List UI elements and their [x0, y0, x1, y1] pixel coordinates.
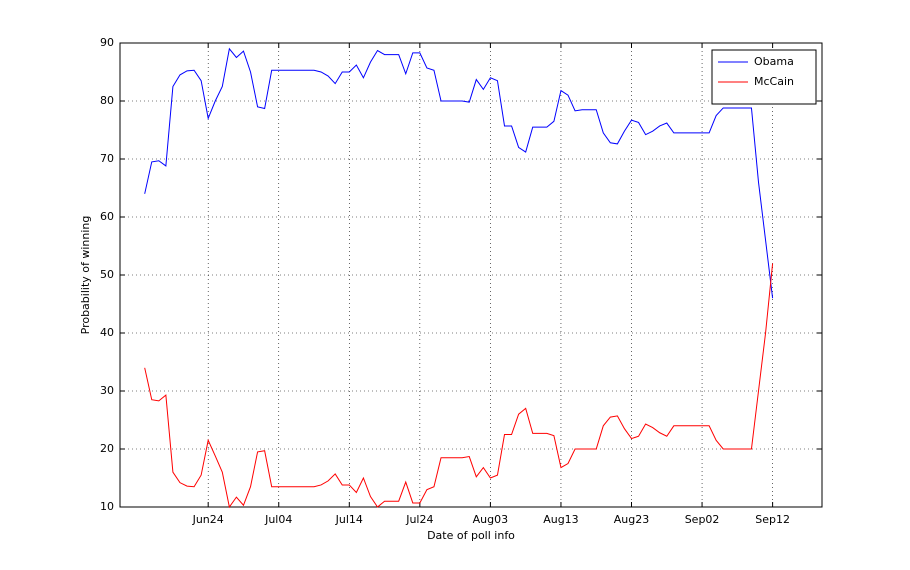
legend-label: McCain [754, 75, 794, 88]
x-tick-label: Jul14 [335, 513, 363, 526]
x-tick-label: Sep12 [755, 513, 790, 526]
legend-box [711, 49, 817, 105]
x-tick-label: Aug13 [543, 513, 578, 526]
x-axis-label: Date of poll info [427, 529, 515, 542]
series-line [144, 263, 774, 509]
x-tick-label: Sep02 [685, 513, 720, 526]
y-axis-label: Probability of winning [79, 216, 92, 335]
x-tick-label: Aug03 [473, 513, 508, 526]
series-line [144, 47, 774, 299]
plot-frame [119, 42, 823, 508]
y-tick-label: 90 [100, 36, 114, 49]
y-tick-label: 60 [100, 210, 114, 223]
legend-label: Obama [754, 55, 794, 68]
x-tick-label: Jun24 [192, 513, 224, 526]
y-tick-label: 70 [100, 152, 114, 165]
y-tick-label: 40 [100, 326, 114, 339]
y-tick-label: 10 [100, 500, 114, 513]
y-tick-label: 30 [100, 384, 114, 397]
x-tick-label: Jul04 [264, 513, 292, 526]
x-tick-label: Aug23 [614, 513, 649, 526]
y-tick-label: 50 [100, 268, 114, 281]
y-tick-label: 80 [100, 94, 114, 107]
y-tick-label: 20 [100, 442, 114, 455]
x-tick-label: Jul24 [405, 513, 433, 526]
